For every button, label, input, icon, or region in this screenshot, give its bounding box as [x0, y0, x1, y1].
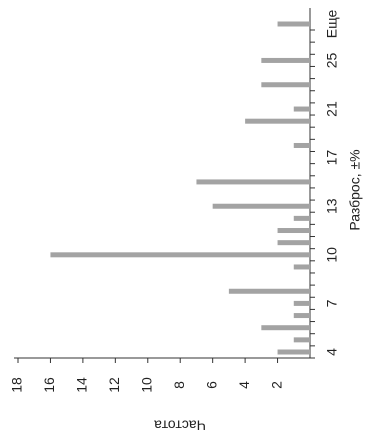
bar — [293, 264, 310, 270]
bar — [277, 349, 310, 355]
y-tick-label: 4 — [236, 381, 252, 389]
y-tick-label: 8 — [171, 381, 187, 389]
bar — [50, 252, 310, 258]
bar — [245, 118, 310, 124]
bar — [293, 313, 310, 319]
category-axis-title: Разброс, ±% — [347, 149, 363, 230]
y-tick-label: 12 — [106, 377, 122, 393]
x-tick-label: 13 — [324, 198, 340, 214]
y-tick-label: 14 — [74, 377, 90, 393]
y-tick-label: 2 — [268, 381, 284, 389]
bar — [293, 106, 310, 112]
bar — [293, 142, 310, 148]
bar — [228, 288, 310, 294]
bar — [293, 337, 310, 343]
y-tick-label: 6 — [203, 381, 219, 389]
bar — [277, 228, 310, 234]
x-tick-label: 4 — [324, 348, 340, 356]
bar — [293, 300, 310, 306]
y-tick-label: 16 — [41, 377, 57, 393]
x-tick-label: 17 — [324, 150, 340, 166]
y-tick-label: 18 — [9, 377, 25, 393]
bar — [277, 21, 310, 27]
bar — [293, 215, 310, 221]
bar — [212, 203, 310, 209]
bar — [277, 240, 310, 246]
bar — [261, 57, 310, 63]
x-tick-label: 25 — [324, 52, 340, 68]
x-tick-label: Еще — [324, 10, 340, 39]
value-axis-title: Частота — [154, 417, 206, 433]
bar — [261, 82, 310, 88]
bar — [196, 179, 310, 185]
x-tick-label: 7 — [324, 299, 340, 307]
x-tick-label: 21 — [324, 101, 340, 117]
bar — [261, 325, 310, 331]
x-tick-label: 10 — [324, 247, 340, 263]
y-tick-label: 10 — [138, 377, 154, 393]
